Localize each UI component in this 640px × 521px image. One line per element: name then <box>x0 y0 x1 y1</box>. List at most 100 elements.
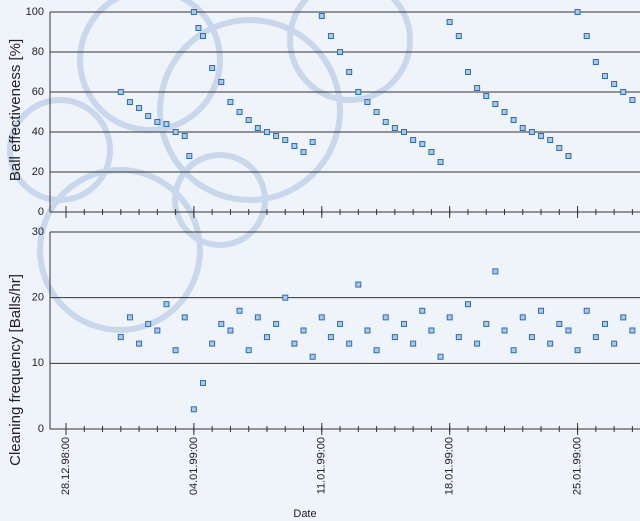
point <box>196 26 201 31</box>
x-tick-label: 25.01.99:00 <box>571 437 583 495</box>
point <box>283 138 288 143</box>
point <box>383 120 388 125</box>
y-tick-label: 20 <box>32 166 44 178</box>
point <box>255 126 260 131</box>
y-axis-label: Ball effectiveness [%] <box>7 39 24 181</box>
point <box>310 140 315 145</box>
point <box>319 315 324 320</box>
point <box>201 381 206 386</box>
point <box>219 80 224 85</box>
point <box>484 94 489 99</box>
point <box>475 86 480 91</box>
point <box>630 328 635 333</box>
point <box>557 321 562 326</box>
point <box>182 134 187 139</box>
point <box>237 308 242 313</box>
point <box>365 100 370 105</box>
point <box>593 60 598 65</box>
point <box>511 348 516 353</box>
point <box>187 154 192 159</box>
point <box>146 321 151 326</box>
point <box>411 138 416 143</box>
point <box>557 146 562 151</box>
point <box>456 34 461 39</box>
point <box>612 82 617 87</box>
point <box>173 130 178 135</box>
point <box>328 335 333 340</box>
point <box>575 348 580 353</box>
point <box>210 66 215 71</box>
point <box>529 335 534 340</box>
y-tick-label: 0 <box>38 423 44 435</box>
chart: Ball effectiveness [%] Cleaning frequenc… <box>0 0 640 521</box>
point <box>630 98 635 103</box>
x-tick-label: 18.01.99:00 <box>444 437 456 495</box>
point <box>356 90 361 95</box>
point <box>511 118 516 123</box>
point <box>127 100 132 105</box>
point <box>548 138 553 143</box>
point <box>228 100 233 105</box>
point <box>612 341 617 346</box>
point <box>402 321 407 326</box>
point <box>566 328 571 333</box>
point <box>246 118 251 123</box>
point <box>502 328 507 333</box>
point <box>502 110 507 115</box>
point <box>584 34 589 39</box>
point <box>465 302 470 307</box>
point <box>146 114 151 119</box>
point <box>539 308 544 313</box>
point <box>420 142 425 147</box>
x-tick-label: 04.01.99:00 <box>188 437 200 495</box>
point <box>438 354 443 359</box>
point <box>191 407 196 412</box>
point <box>365 328 370 333</box>
y-tick-label: 40 <box>32 126 44 138</box>
point <box>173 348 178 353</box>
point <box>118 90 123 95</box>
point <box>255 315 260 320</box>
x-tick-label: 28.12.98:00 <box>60 437 72 495</box>
point <box>374 348 379 353</box>
point <box>402 130 407 135</box>
point <box>484 321 489 326</box>
x-tick-label: 11.01.99:00 <box>316 437 328 494</box>
point <box>575 10 580 15</box>
point <box>137 106 142 111</box>
point <box>347 341 352 346</box>
point <box>182 315 187 320</box>
point <box>210 341 215 346</box>
point <box>228 328 233 333</box>
point <box>447 315 452 320</box>
y-tick-label: 30 <box>32 226 44 238</box>
point <box>465 70 470 75</box>
point <box>164 122 169 127</box>
point <box>137 341 142 346</box>
point <box>264 130 269 135</box>
point <box>520 315 525 320</box>
point <box>283 295 288 300</box>
point <box>602 321 607 326</box>
point <box>347 70 352 75</box>
point <box>566 154 571 159</box>
point <box>292 341 297 346</box>
point <box>301 150 306 155</box>
point <box>301 328 306 333</box>
point <box>548 341 553 346</box>
point <box>584 308 589 313</box>
point <box>338 321 343 326</box>
point <box>155 328 160 333</box>
point <box>237 110 242 115</box>
point <box>593 335 598 340</box>
point <box>429 150 434 155</box>
point <box>356 282 361 287</box>
point <box>319 14 324 19</box>
point <box>539 134 544 139</box>
point <box>493 102 498 107</box>
point <box>420 308 425 313</box>
point <box>456 335 461 340</box>
point <box>374 110 379 115</box>
point <box>429 328 434 333</box>
point <box>118 335 123 340</box>
